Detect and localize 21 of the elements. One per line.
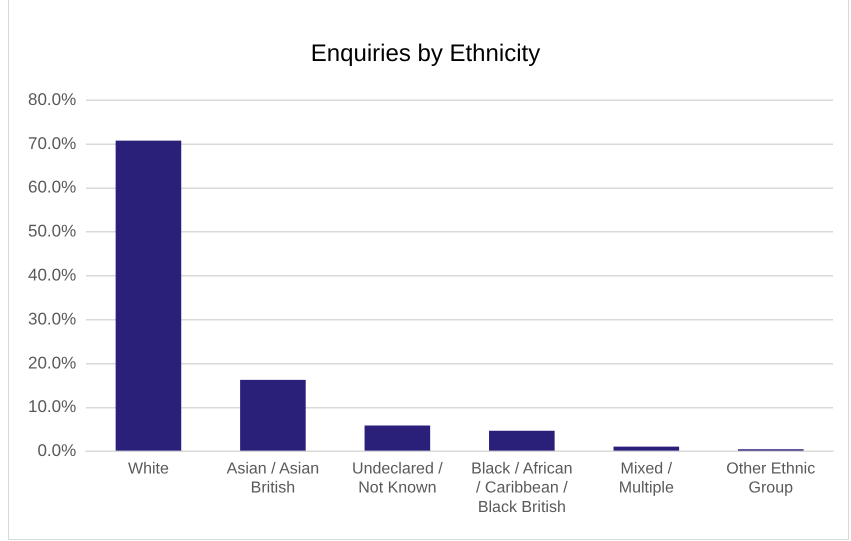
x-tick-label: Asian / Asian British — [226, 460, 320, 497]
y-tick-label: 30.0% — [28, 309, 76, 328]
y-tick-label: 40.0% — [28, 265, 76, 284]
y-tick-label: 20.0% — [28, 353, 76, 372]
x-tick-label: Mixed / Multiple — [618, 460, 674, 497]
x-tick-label: Black / African / Caribbean / Black British — [471, 460, 573, 516]
x-tick-label: Undeclared / Not Known — [352, 460, 444, 497]
y-tick-label: 0.0% — [37, 441, 76, 460]
bar — [364, 426, 430, 451]
bar — [116, 140, 182, 451]
y-tick-label: 80.0% — [28, 90, 76, 109]
y-tick-label: 60.0% — [28, 178, 76, 197]
bar — [240, 380, 306, 451]
y-tick-label: 10.0% — [28, 397, 76, 416]
chart-title: Enquiries by Ethnicity — [310, 40, 542, 68]
bar — [489, 430, 555, 451]
bar — [614, 446, 680, 451]
y-tick-label: 70.0% — [28, 134, 76, 153]
y-tick-label: 50.0% — [28, 222, 76, 241]
x-tick-label: Other Ethnic Group — [726, 460, 816, 497]
x-tick-label: White — [128, 460, 169, 478]
